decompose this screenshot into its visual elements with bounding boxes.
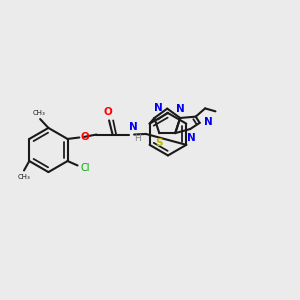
Text: S: S	[155, 138, 163, 148]
Text: O: O	[103, 106, 112, 117]
Text: N: N	[204, 117, 213, 127]
Text: N: N	[187, 134, 196, 143]
Text: N: N	[129, 122, 138, 132]
Text: Cl: Cl	[80, 163, 90, 173]
Text: N: N	[176, 104, 185, 114]
Text: CH₃: CH₃	[32, 110, 45, 116]
Text: N: N	[154, 103, 163, 113]
Text: O: O	[80, 132, 89, 142]
Text: H: H	[134, 134, 141, 142]
Text: CH₃: CH₃	[18, 174, 30, 180]
